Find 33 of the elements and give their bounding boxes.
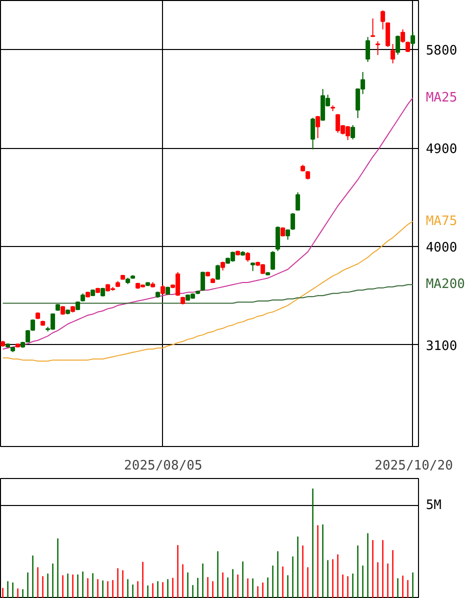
candlestick [276,226,280,252]
candlestick [370,18,376,38]
y-tick-label: 5800 [426,44,458,59]
y-tick-label: 3100 [426,338,458,354]
candlestick [390,44,396,64]
candlestick [410,31,416,46]
candlestick [316,116,320,139]
candlestick [366,36,370,62]
line-series [2,97,414,350]
y-tick-label: 4900 [426,142,458,158]
candlestick [376,40,380,56]
candlestick [160,284,166,295]
y-tick-label: 5M [426,498,442,513]
candlestick [310,117,316,150]
candlestick [296,192,300,212]
candlestick [380,10,386,30]
candlestick [406,41,410,52]
candlestick [350,124,356,140]
line-series [2,220,414,362]
series-label: MA75 [426,214,458,229]
candlestick [200,271,206,292]
series-label: MA200 [426,277,465,292]
series-label: MA25 [426,90,458,106]
x-tick-label: 2025/10/20 [374,458,453,474]
candlestick [386,22,390,48]
y-tick-label: 4000 [426,240,458,256]
candlestick [270,250,276,270]
candlestick [396,35,400,56]
candlestick [246,252,250,262]
line-series [2,284,414,304]
candlestick [290,212,296,231]
candlestick [400,28,406,44]
x-tick-label: 2025/08/05 [124,458,202,474]
